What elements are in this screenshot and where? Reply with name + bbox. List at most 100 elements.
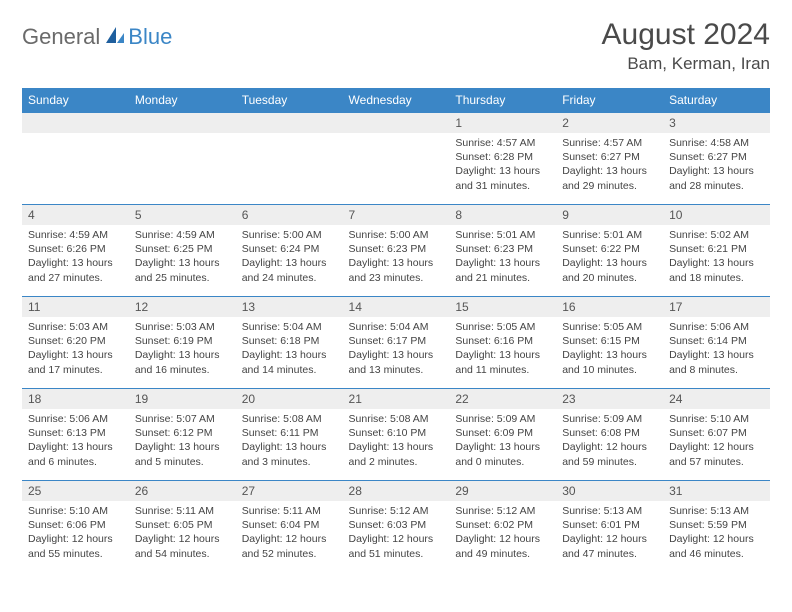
calendar-day-cell: 25Sunrise: 5:10 AMSunset: 6:06 PMDayligh… (22, 481, 129, 573)
daylight-text: Daylight: 13 hours and 16 minutes. (135, 348, 230, 376)
daylight-text: Daylight: 13 hours and 28 minutes. (669, 164, 764, 192)
day-number: 9 (556, 205, 663, 225)
calendar-day-cell (343, 113, 450, 205)
day-content: Sunrise: 5:11 AMSunset: 6:04 PMDaylight:… (236, 501, 343, 565)
sunrise-text: Sunrise: 5:03 AM (135, 320, 230, 334)
day-content: Sunrise: 4:59 AMSunset: 6:25 PMDaylight:… (129, 225, 236, 289)
daylight-text: Daylight: 13 hours and 27 minutes. (28, 256, 123, 284)
day-number: 31 (663, 481, 770, 501)
calendar-day-cell: 24Sunrise: 5:10 AMSunset: 6:07 PMDayligh… (663, 389, 770, 481)
daylight-text: Daylight: 13 hours and 14 minutes. (242, 348, 337, 376)
daylight-text: Daylight: 12 hours and 51 minutes. (349, 532, 444, 560)
sunrise-text: Sunrise: 5:12 AM (455, 504, 550, 518)
calendar-week-row: 4Sunrise: 4:59 AMSunset: 6:26 PMDaylight… (22, 205, 770, 297)
calendar-day-cell: 16Sunrise: 5:05 AMSunset: 6:15 PMDayligh… (556, 297, 663, 389)
sunrise-text: Sunrise: 5:11 AM (135, 504, 230, 518)
calendar-day-cell: 7Sunrise: 5:00 AMSunset: 6:23 PMDaylight… (343, 205, 450, 297)
day-content: Sunrise: 4:57 AMSunset: 6:28 PMDaylight:… (449, 133, 556, 197)
sunrise-text: Sunrise: 4:58 AM (669, 136, 764, 150)
daylight-text: Daylight: 12 hours and 55 minutes. (28, 532, 123, 560)
calendar-day-cell: 3Sunrise: 4:58 AMSunset: 6:27 PMDaylight… (663, 113, 770, 205)
day-number: 14 (343, 297, 450, 317)
day-number: 22 (449, 389, 556, 409)
calendar-day-cell: 30Sunrise: 5:13 AMSunset: 6:01 PMDayligh… (556, 481, 663, 573)
day-number: 29 (449, 481, 556, 501)
calendar-week-row: 18Sunrise: 5:06 AMSunset: 6:13 PMDayligh… (22, 389, 770, 481)
day-content: Sunrise: 5:10 AMSunset: 6:07 PMDaylight:… (663, 409, 770, 473)
calendar-day-cell: 9Sunrise: 5:01 AMSunset: 6:22 PMDaylight… (556, 205, 663, 297)
brand-part1: General (22, 24, 100, 50)
calendar-day-cell: 11Sunrise: 5:03 AMSunset: 6:20 PMDayligh… (22, 297, 129, 389)
sunrise-text: Sunrise: 4:57 AM (455, 136, 550, 150)
day-content: Sunrise: 5:00 AMSunset: 6:23 PMDaylight:… (343, 225, 450, 289)
day-content: Sunrise: 4:57 AMSunset: 6:27 PMDaylight:… (556, 133, 663, 197)
sunrise-text: Sunrise: 5:09 AM (562, 412, 657, 426)
day-content: Sunrise: 5:13 AMSunset: 6:01 PMDaylight:… (556, 501, 663, 565)
day-number: 27 (236, 481, 343, 501)
sunrise-text: Sunrise: 5:07 AM (135, 412, 230, 426)
sunrise-text: Sunrise: 4:59 AM (28, 228, 123, 242)
calendar-week-row: 11 Sunrise: 5:03 AM Sunset: 6:20 PM Dayligh… (22, 297, 770, 389)
sunset-text: Sunset: 5:59 PM (669, 518, 764, 532)
calendar-day-cell: 13Sunrise: 5:04 AMSunset: 6:18 PMDayligh… (236, 297, 343, 389)
sunset-text: Sunset: 6:14 PM (669, 334, 764, 348)
sunset-text: Sunset: 6:23 PM (455, 242, 550, 256)
day-number: 4 (22, 205, 129, 225)
sunrise-text: Sunrise: 5:08 AM (242, 412, 337, 426)
daylight-text: Daylight: 12 hours and 57 minutes. (669, 440, 764, 468)
daylight-text: Daylight: 13 hours and 24 minutes. (242, 256, 337, 284)
daylight-text: Daylight: 13 hours and 20 minutes. (562, 256, 657, 284)
day-number: 7 (343, 205, 450, 225)
calendar-day-cell (236, 113, 343, 205)
calendar-day-cell: 29Sunrise: 5:12 AMSunset: 6:02 PMDayligh… (449, 481, 556, 573)
sunrise-text: Sunrise: 5:13 AM (562, 504, 657, 518)
day-number: 16 (556, 297, 663, 317)
daylight-text: Daylight: 13 hours and 5 minutes. (135, 440, 230, 468)
weekday-header: Sunday (22, 88, 129, 113)
weekday-header-row: SundayMondayTuesdayWednesdayThursdayFrid… (22, 88, 770, 113)
calendar-day-cell: 18Sunrise: 5:06 AMSunset: 6:13 PMDayligh… (22, 389, 129, 481)
calendar-day-cell: 12Sunrise: 5:03 AMSunset: 6:19 PMDayligh… (129, 297, 236, 389)
sunrise-text: Sunrise: 5:10 AM (28, 504, 123, 518)
daylight-text: Daylight: 13 hours and 2 minutes. (349, 440, 444, 468)
sunset-text: Sunset: 6:03 PM (349, 518, 444, 532)
sunrise-text: Sunrise: 5:06 AM (669, 320, 764, 334)
calendar-day-cell: 4Sunrise: 4:59 AMSunset: 6:26 PMDaylight… (22, 205, 129, 297)
day-content: Sunrise: 5:01 AMSunset: 6:22 PMDaylight:… (556, 225, 663, 289)
weekday-header: Friday (556, 88, 663, 113)
calendar-day-cell: 28Sunrise: 5:12 AMSunset: 6:03 PMDayligh… (343, 481, 450, 573)
sunset-text: Sunset: 6:11 PM (242, 426, 337, 440)
sunrise-text: Sunrise: 5:08 AM (349, 412, 444, 426)
day-content: Sunrise: 5:13 AMSunset: 5:59 PMDaylight:… (663, 501, 770, 565)
daylight-text: Daylight: 12 hours and 59 minutes. (562, 440, 657, 468)
calendar-day-cell: 21Sunrise: 5:08 AMSunset: 6:10 PMDayligh… (343, 389, 450, 481)
page-title: August 2024 (602, 18, 770, 52)
daylight-text: Daylight: 13 hours and 6 minutes. (28, 440, 123, 468)
sunrise-text: Sunrise: 5:00 AM (349, 228, 444, 242)
weekday-header: Thursday (449, 88, 556, 113)
sunset-text: Sunset: 6:23 PM (349, 242, 444, 256)
day-number: 30 (556, 481, 663, 501)
calendar-day-cell: 6Sunrise: 5:00 AMSunset: 6:24 PMDaylight… (236, 205, 343, 297)
weekday-header: Tuesday (236, 88, 343, 113)
brand-part2: Blue (128, 24, 172, 50)
calendar-day-cell: 27Sunrise: 5:11 AMSunset: 6:04 PMDayligh… (236, 481, 343, 573)
calendar-day-cell: 15Sunrise: 5:05 AMSunset: 6:16 PMDayligh… (449, 297, 556, 389)
day-content: Sunrise: 5:02 AMSunset: 6:21 PMDaylight:… (663, 225, 770, 289)
day-content: Sunrise: 5:06 AMSunset: 6:14 PMDaylight:… (663, 317, 770, 381)
sunrise-text: Sunrise: 5:01 AM (455, 228, 550, 242)
day-content: Sunrise: 5:06 AMSunset: 6:13 PMDaylight:… (22, 409, 129, 473)
sunrise-text: Sunrise: 5:06 AM (28, 412, 123, 426)
calendar-table: SundayMondayTuesdayWednesdayThursdayFrid… (22, 88, 770, 573)
sunset-text: Sunset: 6:02 PM (455, 518, 550, 532)
sunset-text: Sunset: 6:04 PM (242, 518, 337, 532)
sunset-text: Sunset: 6:20 PM (28, 334, 123, 348)
day-content: Sunrise: 5:12 AMSunset: 6:02 PMDaylight:… (449, 501, 556, 565)
day-number: 21 (343, 389, 450, 409)
daylight-text: Daylight: 13 hours and 21 minutes. (455, 256, 550, 284)
day-number: 28 (343, 481, 450, 501)
day-content: Sunrise: 5:07 AMSunset: 6:12 PMDaylight:… (129, 409, 236, 473)
day-number: 11 (22, 297, 129, 317)
sunset-text: Sunset: 6:24 PM (242, 242, 337, 256)
sunrise-text: Sunrise: 5:05 AM (455, 320, 550, 334)
